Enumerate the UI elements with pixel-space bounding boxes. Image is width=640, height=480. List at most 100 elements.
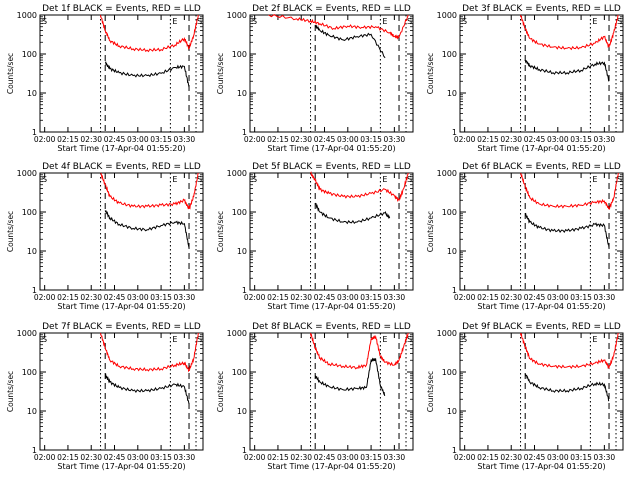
end-marker-label: E xyxy=(592,17,597,26)
panel-det-1: Det 1f BLACK = Events, RED = LLD 1 10 100 10… xyxy=(6,4,204,153)
x-tick-label: 03:15 xyxy=(150,135,172,144)
y-tick-label: 10 xyxy=(27,89,37,98)
x-tick-label: 03:15 xyxy=(150,453,172,462)
x-axis-label: Start Time (17-Apr-04 01:55:20) xyxy=(57,462,185,471)
x-tick-label: 02:15 xyxy=(267,135,289,144)
start-marker-label: S xyxy=(42,175,47,184)
y-axis-label: Counts/sec xyxy=(426,371,435,412)
start-marker-label: S xyxy=(252,175,257,184)
series-line-lld xyxy=(100,14,199,53)
x-tick-label: 02:15 xyxy=(477,135,499,144)
x-tick-label: 02:15 xyxy=(477,453,499,462)
restart-marker-label: S xyxy=(617,17,622,26)
x-tick-label: 02:15 xyxy=(477,293,499,302)
x-axis-label: Start Time (17-Apr-04 01:55:20) xyxy=(267,302,395,311)
y-tick-label: 100 xyxy=(22,368,37,377)
x-tick-label: 03:30 xyxy=(174,135,196,144)
series-line-events xyxy=(104,210,190,248)
y-tick-label: 1 xyxy=(242,128,247,137)
x-tick-label: 02:45 xyxy=(524,293,546,302)
restart-marker-label: S xyxy=(617,175,622,184)
panel-det-2: Det 2f BLACK = Events, RED = LLD 1 10 100 10… xyxy=(216,4,414,153)
x-tick-label: 02:45 xyxy=(314,135,336,144)
y-tick-label: 1 xyxy=(32,446,37,455)
y-tick-label: 1000 xyxy=(227,11,247,20)
x-tick-label: 02:00 xyxy=(244,453,266,462)
panel-det-8: Det 8f BLACK = Events, RED = LLD 1 10 100 10… xyxy=(216,322,414,471)
chart-title: Det 4f BLACK = Events, RED = LLD xyxy=(42,162,201,172)
x-tick-label: 02:00 xyxy=(454,453,476,462)
series-line-lld xyxy=(310,171,409,203)
x-tick-label: 02:00 xyxy=(34,453,56,462)
y-tick-label: 10 xyxy=(237,407,247,416)
y-tick-label: 1000 xyxy=(17,169,37,178)
y-axis-label: Counts/sec xyxy=(6,211,15,252)
x-tick-label: 02:45 xyxy=(314,293,336,302)
x-tick-label: 02:30 xyxy=(80,293,102,302)
y-tick-label: 1 xyxy=(32,128,37,137)
x-tick-label: 03:15 xyxy=(570,453,592,462)
x-axis-label: Start Time (17-Apr-04 01:55:20) xyxy=(267,462,395,471)
y-tick-label: 1000 xyxy=(17,11,37,20)
series-line-lld xyxy=(520,14,619,51)
series-line-lld xyxy=(310,332,409,370)
start-marker-label: S xyxy=(462,17,467,26)
y-tick-label: 1 xyxy=(242,446,247,455)
x-axis-label: Start Time (17-Apr-04 01:55:20) xyxy=(477,462,605,471)
chart-title: Det 2f BLACK = Events, RED = LLD xyxy=(252,4,411,14)
x-tick-label: 03:00 xyxy=(547,135,569,144)
y-tick-label: 100 xyxy=(442,368,457,377)
x-axis-label: Start Time (17-Apr-04 01:55:20) xyxy=(267,144,395,153)
x-tick-label: 03:15 xyxy=(360,135,382,144)
x-tick-label: 03:15 xyxy=(570,293,592,302)
x-axis-label: Start Time (17-Apr-04 01:55:20) xyxy=(477,302,605,311)
y-tick-label: 100 xyxy=(22,208,37,217)
x-tick-label: 03:00 xyxy=(337,135,359,144)
chart-title: Det 9f BLACK = Events, RED = LLD xyxy=(462,322,621,332)
y-tick-label: 100 xyxy=(442,208,457,217)
series-line-events xyxy=(524,59,610,82)
end-marker-label: E xyxy=(592,335,597,344)
x-tick-label: 02:30 xyxy=(500,293,522,302)
x-tick-label: 03:30 xyxy=(594,293,616,302)
y-tick-label: 10 xyxy=(447,407,457,416)
series-line-lld xyxy=(268,13,409,40)
plot-frame xyxy=(249,172,414,291)
series-line-events xyxy=(314,202,391,225)
plot-frame xyxy=(39,172,204,291)
y-tick-label: 10 xyxy=(447,89,457,98)
y-tick-label: 1000 xyxy=(17,329,37,338)
x-tick-label: 02:15 xyxy=(57,293,79,302)
y-tick-label: 10 xyxy=(237,89,247,98)
y-tick-label: 10 xyxy=(237,247,247,256)
series-line-lld xyxy=(100,332,199,373)
series-line-events xyxy=(524,212,610,248)
x-tick-label: 03:00 xyxy=(337,293,359,302)
y-axis-label: Counts/sec xyxy=(426,53,435,94)
series-line-events xyxy=(104,373,190,405)
x-tick-label: 03:30 xyxy=(594,135,616,144)
x-tick-label: 02:00 xyxy=(244,293,266,302)
start-marker-label: S xyxy=(462,335,467,344)
x-tick-label: 03:15 xyxy=(570,135,592,144)
series-line-lld xyxy=(520,332,619,370)
start-marker-label: S xyxy=(462,175,467,184)
start-marker-label: S xyxy=(42,17,47,26)
series-line-events xyxy=(524,373,610,402)
end-marker-label: E xyxy=(592,175,597,184)
y-tick-label: 1000 xyxy=(227,169,247,178)
y-tick-label: 1 xyxy=(242,286,247,295)
restart-marker-label: S xyxy=(197,175,202,184)
start-marker-label: S xyxy=(252,17,257,26)
y-axis-label: Counts/sec xyxy=(426,211,435,252)
y-tick-label: 1000 xyxy=(227,329,247,338)
x-tick-label: 02:30 xyxy=(80,135,102,144)
plot-frame xyxy=(459,172,624,291)
x-tick-label: 03:00 xyxy=(127,293,149,302)
y-axis-label: Counts/sec xyxy=(216,53,225,94)
y-tick-label: 1000 xyxy=(437,169,457,178)
x-tick-label: 03:30 xyxy=(174,293,196,302)
restart-marker-label: S xyxy=(407,175,412,184)
x-tick-label: 03:30 xyxy=(384,453,406,462)
